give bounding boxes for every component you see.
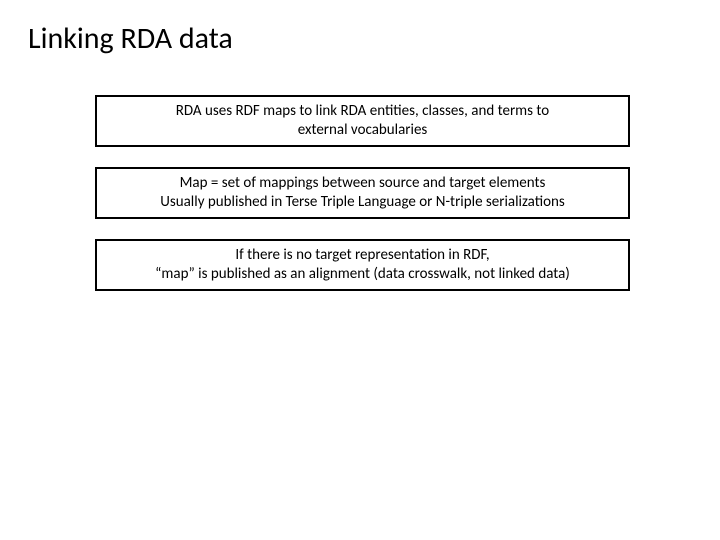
info-box-1-line1: RDA uses RDF maps to link RDA entities, …: [176, 102, 549, 121]
info-box-1-line2: external vocabularies: [298, 121, 428, 140]
info-box-1: RDA uses RDF maps to link RDA entities, …: [95, 95, 630, 147]
info-box-3: If there is no target representation in …: [95, 239, 630, 291]
info-box-2: Map = set of mappings between source and…: [95, 167, 630, 219]
info-box-3-line1: If there is no target representation in …: [235, 246, 489, 265]
info-box-3-line2: “map” is published as an alignment (data…: [155, 265, 570, 284]
info-box-2-line1: Map = set of mappings between source and…: [180, 174, 546, 193]
info-box-2-line2: Usually published in Terse Triple Langua…: [160, 193, 565, 212]
slide-title: Linking RDA data: [28, 20, 233, 57]
